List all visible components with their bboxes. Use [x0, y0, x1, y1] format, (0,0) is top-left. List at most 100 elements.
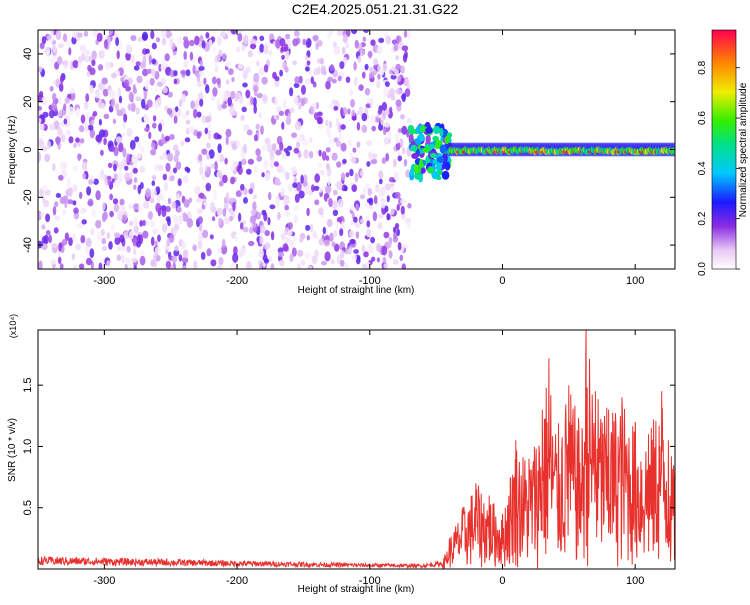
spectrogram-cell: [315, 102, 319, 110]
spectrogram-cell: [101, 237, 107, 245]
spectrogram-cell: [41, 224, 46, 230]
spectrogram-cell: [267, 217, 271, 226]
spectrogram-cell: [373, 64, 378, 70]
spectrogram-cell: [280, 187, 285, 197]
spectrogram-cell: [154, 240, 158, 247]
spectrogram-cell: [167, 91, 173, 98]
spectrogram-cell: [133, 203, 139, 211]
spectrogram-cell: [342, 158, 347, 164]
spectrogram-cell: [306, 38, 312, 48]
spectrogram-cell: [281, 151, 287, 159]
spectrogram-cell: [261, 172, 265, 178]
spectrogram-cell: [232, 201, 236, 212]
spectrogram-cell: [325, 80, 331, 90]
spectrogram-cell: [73, 207, 79, 214]
spectrogram-x-label: Height of straight line (km): [298, 285, 415, 296]
spectrogram-cell: [353, 61, 357, 71]
spectrogram-cell: [281, 121, 285, 130]
spectrogram-cell: [87, 124, 94, 131]
spectrogram-cell: [237, 63, 244, 70]
spectrogram-cell: [242, 34, 249, 45]
spectrogram-cell: [225, 128, 232, 138]
spectrogram-cell: [183, 59, 189, 69]
spectrogram-cell: [392, 259, 399, 265]
spectrogram-cell: [380, 116, 384, 126]
spectrogram-cell: [309, 223, 314, 233]
spectrogram-cell: [249, 226, 254, 234]
spectrogram-cell: [198, 154, 203, 162]
spectrogram-cell: [151, 42, 157, 50]
spectrogram-cell: [154, 84, 158, 92]
spectrogram-cell: [338, 132, 342, 141]
spectrogram-cell: [331, 99, 338, 105]
spectrogram-cell: [63, 103, 67, 111]
spectrogram-cell: [154, 70, 160, 80]
spectrogram-cell: [209, 234, 214, 240]
spectrogram-cell: [217, 247, 222, 254]
spectrogram-cell: [84, 123, 89, 133]
spectrogram-cell: [183, 50, 187, 60]
spectrogram-cell: [38, 152, 41, 163]
spectrogram-cell: [401, 147, 406, 155]
spectrogram-cell: [331, 152, 338, 161]
spectrogram-cell: [337, 75, 342, 82]
spectrogram-cell: [242, 226, 249, 233]
spectrogram-cell: [91, 209, 97, 217]
spectrogram-cell: [38, 66, 43, 73]
spectrogram-cell: [167, 218, 171, 227]
spectrogram-cell: [214, 66, 219, 73]
spectrogram-cell: [81, 161, 88, 171]
spectrogram-cell: [294, 193, 300, 203]
spectrogram-cell: [69, 91, 76, 101]
spectrogram-cell: [221, 238, 226, 249]
spectrogram-cell: [329, 232, 334, 242]
spectrogram-cell: [256, 155, 263, 162]
spectrogram-cell: [264, 242, 271, 250]
spectrogram-cell: [172, 144, 179, 152]
spectrogram-cell: [367, 243, 374, 254]
spectrogram-cell: [65, 129, 71, 136]
spectrogram-cell: [168, 170, 174, 177]
spectrogram-y-tick-label: -20: [22, 189, 34, 205]
spectrogram-cell: [386, 195, 390, 203]
spectrogram-x-tick-label: -300: [93, 275, 115, 287]
spectrogram-cell: [100, 229, 105, 236]
spectrogram-cell: [369, 98, 374, 108]
spectrogram-cell: [435, 176, 442, 180]
spectrogram-cell: [118, 162, 123, 171]
spectrogram-cell: [403, 30, 408, 38]
spectrogram-cell: [339, 228, 344, 237]
spectrogram-cell: [332, 189, 338, 196]
spectrogram-cell: [250, 43, 257, 50]
spectrogram-cell: [119, 198, 125, 206]
spectrogram-cell: [185, 69, 191, 77]
spectrogram-cell: [363, 30, 369, 33]
spectrogram-cell: [151, 58, 157, 65]
spectrogram-cell: [254, 134, 258, 142]
spectrogram-cell: [109, 62, 114, 68]
spectrogram-cell: [85, 237, 92, 248]
spectrogram-cell: [259, 43, 265, 53]
spectrogram-cell: [72, 233, 76, 243]
spectrogram-cell: [142, 219, 146, 227]
spectrogram-cell: [349, 168, 354, 177]
spectrogram-cell: [180, 93, 187, 104]
spectrogram-cell: [175, 161, 182, 171]
spectrogram-cell: [336, 161, 342, 168]
spectrogram-cell: [58, 121, 65, 127]
spectrogram-cell: [155, 37, 161, 43]
spectrogram-cell: [329, 64, 334, 71]
spectrogram-cell: [304, 251, 311, 259]
spectrogram-cell: [331, 78, 337, 84]
spectrogram-cell: [152, 115, 157, 122]
spectrogram-cell: [54, 201, 59, 208]
spectrogram-cell: [117, 87, 122, 97]
spectrogram-cell: [308, 190, 313, 196]
spectrogram-cell: [319, 187, 323, 193]
spectrogram-cell: [232, 111, 238, 116]
spectrogram-cell: [67, 187, 73, 197]
spectrogram-cell: [146, 68, 152, 74]
spectrogram-cell: [405, 169, 411, 178]
spectrogram-cell: [237, 30, 244, 34]
spectrogram-cell: [268, 49, 272, 56]
